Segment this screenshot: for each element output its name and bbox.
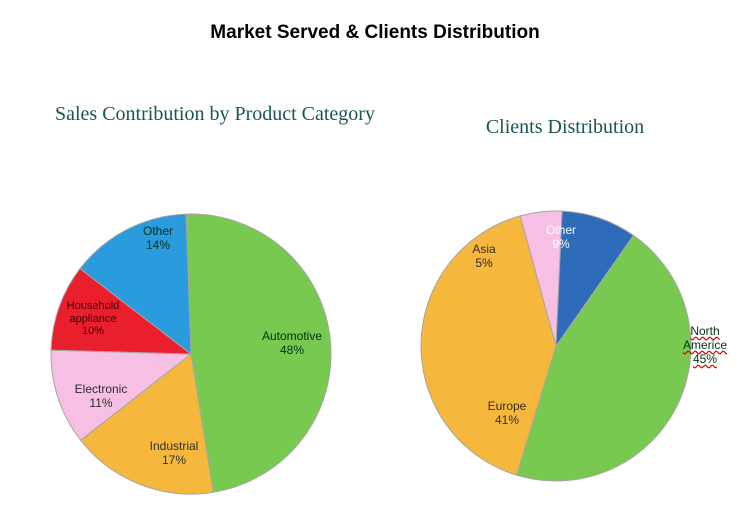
left-label-electronic: Electronic11% — [65, 383, 137, 411]
slice-label-pct: 14% — [133, 239, 183, 253]
slice-label-text: North Americe — [675, 325, 735, 353]
slice-label-text: Asia — [464, 243, 504, 257]
slice-label-pct: 17% — [139, 454, 209, 468]
left-label-household-appliance: Household appliance10% — [58, 300, 128, 338]
slice-label-pct: 11% — [65, 397, 137, 411]
right-label-asia: Asia5% — [464, 243, 504, 271]
right-label-north-america: North Americe45% — [675, 325, 735, 366]
slice-label-pct: 9% — [538, 238, 584, 252]
slice-label-pct: 48% — [252, 344, 332, 358]
slice-label-text: Electronic — [65, 383, 137, 397]
slice-label-text: Household appliance — [58, 300, 128, 325]
slice-label-pct: 10% — [58, 325, 128, 338]
left-label-industrial: Industrial17% — [139, 440, 209, 468]
slice-label-text: Automotive — [252, 330, 332, 344]
right-label-europe: Europe41% — [477, 400, 537, 428]
slice-label-pct: 5% — [464, 257, 504, 271]
left-label-automotive: Automotive48% — [252, 330, 332, 358]
left-label-other: Other14% — [133, 225, 183, 253]
slice-label-pct: 45% — [675, 353, 735, 367]
slice-label-text: Europe — [477, 400, 537, 414]
slice-label-text: Industrial — [139, 440, 209, 454]
right-label-other: Other9% — [538, 224, 584, 252]
slice-label-pct: 41% — [477, 414, 537, 428]
slice-label-text: Other — [538, 224, 584, 238]
right-pie-chart — [0, 0, 750, 531]
slice-label-text: Other — [133, 225, 183, 239]
